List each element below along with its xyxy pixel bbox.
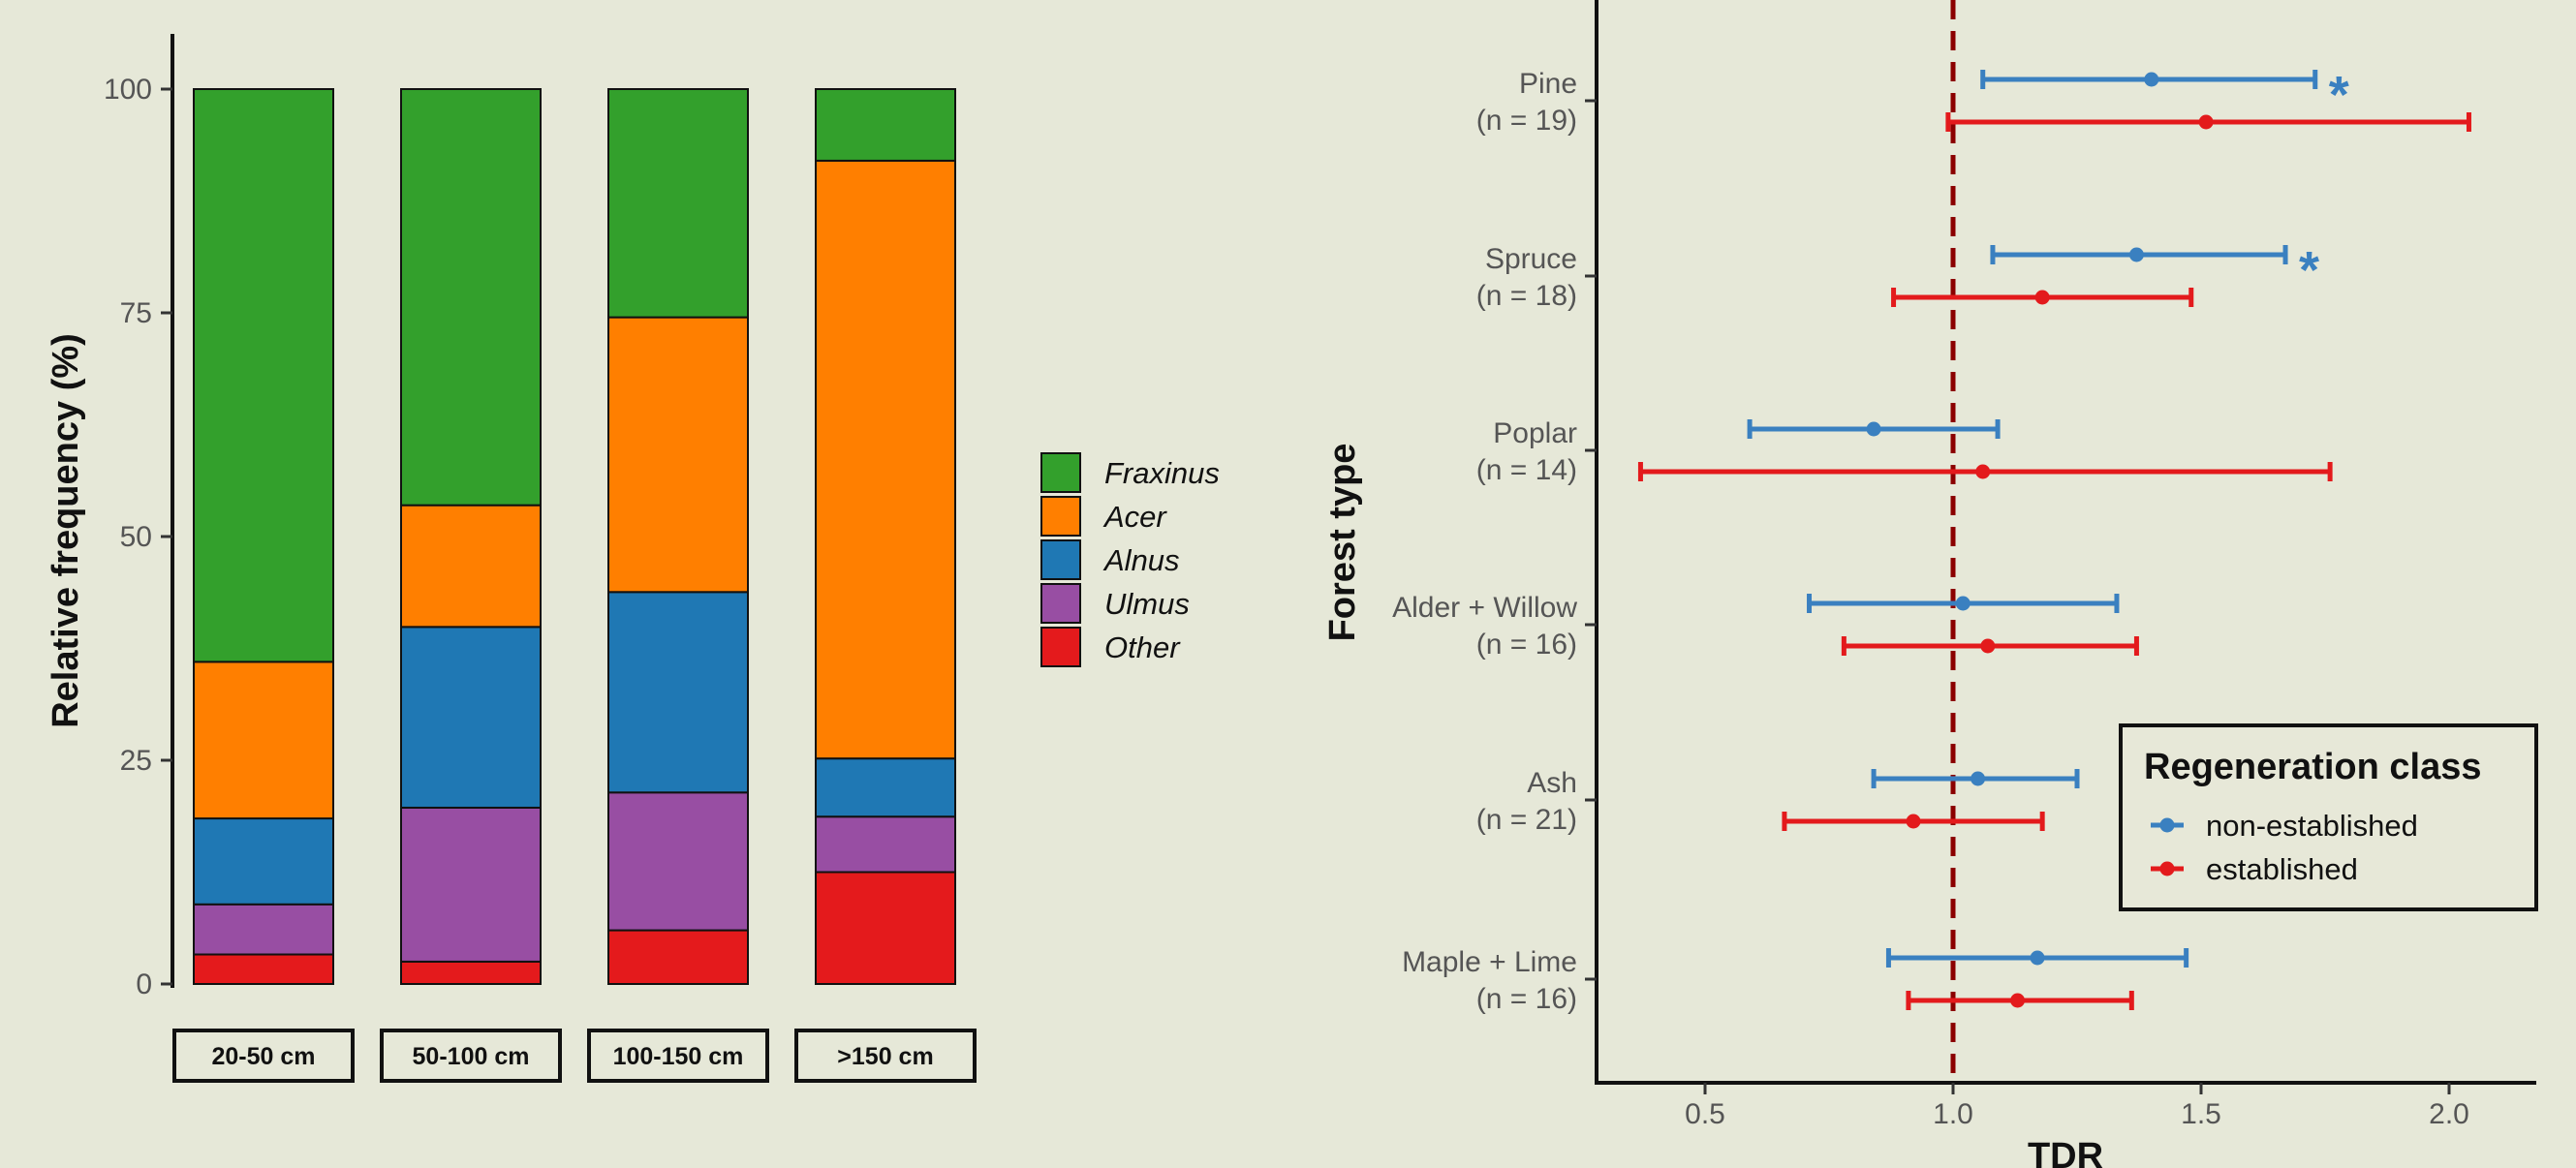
regeneration-legend-box <box>2119 723 2538 911</box>
forest-type-label: Maple + Lime <box>1402 946 1577 978</box>
category-label: 100-150 cm <box>613 1043 744 1070</box>
sample-size-label: (n = 19) <box>1476 105 1577 137</box>
legend-label-ulmus: Ulmus <box>1104 587 1190 621</box>
x-tick-label: 2.0 <box>2429 1098 2469 1130</box>
bar-segment-alnus-3 <box>607 591 749 794</box>
bar-segment-ulmus-4 <box>815 815 956 874</box>
significance-marker: * <box>2329 66 2349 124</box>
bar-segment-alnus-4 <box>815 757 956 818</box>
estimate-point-established-spruce <box>2034 290 2050 305</box>
right-x-axis-title: TDR <box>2028 1136 2103 1168</box>
legend-label-established: established <box>2206 852 2358 886</box>
legend-key-point-non-established <box>2159 817 2175 833</box>
category-label: 20-50 cm <box>211 1043 315 1070</box>
stacked-bars <box>193 88 956 986</box>
bar-segment-other-2 <box>400 960 542 986</box>
sample-size-label: (n = 18) <box>1476 280 1577 312</box>
estimate-point-non-established-poplar <box>1866 421 1881 437</box>
bar-segment-ulmus-2 <box>400 806 542 963</box>
legend-label-fraxinus: Fraxinus <box>1104 456 1220 490</box>
category-label: >150 cm <box>837 1043 933 1070</box>
left-y-ticks: 0 25 50 75 100 <box>104 74 172 1000</box>
bar-segment-alnus-2 <box>400 626 542 809</box>
forest-type-label: Pine <box>1519 68 1577 100</box>
bar-segment-alnus-1 <box>193 817 334 906</box>
forest-type-label: Ash <box>1527 767 1577 799</box>
bar-segment-acer-1 <box>193 661 334 820</box>
genus-legend: Fraxinus Acer Alnus Ulmus Other <box>1040 452 1220 667</box>
legend-key-ulmus <box>1040 583 1081 624</box>
bar-segment-acer-2 <box>400 504 542 629</box>
estimate-point-established-maple-lime <box>2010 993 2026 1008</box>
point-range-panel: Pine (n = 19) Spruce (n = 18) Poplar (n = 14)… <box>1322 0 2538 1168</box>
category-strip-box <box>380 1029 562 1083</box>
left-y-tick-label: 25 <box>120 745 152 777</box>
right-y-axis-title: Forest type <box>1322 444 1363 642</box>
category-strip-box <box>172 1029 355 1083</box>
estimate-point-non-established-pine <box>2144 72 2159 87</box>
legend-key-point-established <box>2159 861 2175 876</box>
bar-segment-ulmus-1 <box>193 903 334 956</box>
legend-label-other: Other <box>1104 630 1181 664</box>
forest-type-label: Alder + Willow <box>1392 592 1577 624</box>
estimate-point-non-established-alder-willow <box>1955 596 1971 611</box>
sample-size-label: (n = 16) <box>1476 629 1577 661</box>
legend-key-other <box>1040 627 1081 667</box>
bar-segment-acer-3 <box>607 316 749 594</box>
point-ranges: ** <box>1637 66 2471 1010</box>
bar-segment-other-3 <box>607 929 749 985</box>
bar-segment-fraxinus-4 <box>815 88 956 162</box>
regeneration-legend-title: Regeneration class <box>2144 747 2481 787</box>
legend-label-alnus: Alnus <box>1102 543 1180 577</box>
stacked-bar-panel: 0 25 50 75 100 20-50 cm 50-100 cm 100-150 cm >1… <box>46 34 1220 1083</box>
bar-segment-acer-4 <box>815 159 956 760</box>
legend-label-non-established: non-established <box>2206 809 2418 843</box>
bar-segment-other-4 <box>815 871 956 985</box>
legend-key-fraxinus <box>1040 452 1081 493</box>
estimate-point-established-poplar <box>1975 464 1991 479</box>
estimate-point-non-established-maple-lime <box>2030 950 2045 966</box>
legend-key-alnus <box>1040 539 1081 580</box>
category-strips: 20-50 cm 50-100 cm 100-150 cm >150 cm <box>172 1029 977 1083</box>
estimate-point-established-alder-willow <box>1980 638 1996 654</box>
legend-key-acer <box>1040 496 1081 537</box>
left-y-axis-title: Relative frequency (%) <box>46 333 86 728</box>
bar-segment-fraxinus-1 <box>193 88 334 663</box>
left-y-tick-label: 50 <box>120 521 152 553</box>
estimate-point-established-pine <box>2198 114 2214 130</box>
category-strip-box <box>794 1029 977 1083</box>
sample-size-label: (n = 21) <box>1476 804 1577 836</box>
sample-size-label: (n = 14) <box>1476 454 1577 486</box>
forest-type-ticks: Pine (n = 19) Spruce (n = 18) Poplar (n = 14)… <box>1392 68 1597 1015</box>
estimate-point-established-ash <box>1906 814 1921 829</box>
legend-label-acer: Acer <box>1102 500 1167 534</box>
sample-size-label: (n = 16) <box>1476 983 1577 1015</box>
category-strip-box <box>587 1029 769 1083</box>
category-label: 50-100 cm <box>413 1043 530 1070</box>
bar-segment-fraxinus-3 <box>607 88 749 319</box>
forest-type-label: Poplar <box>1493 417 1577 449</box>
tdr-ticks: 0.5 1.0 1.5 2.0 <box>1685 1083 2469 1130</box>
left-y-tick-label: 100 <box>104 74 152 106</box>
x-tick-label: 1.5 <box>2181 1098 2221 1130</box>
x-tick-label: 1.0 <box>1933 1098 1973 1130</box>
left-y-tick-label: 75 <box>120 297 152 329</box>
estimate-point-non-established-ash <box>1971 771 1986 786</box>
regeneration-legend: Regeneration class non-established establ… <box>2119 723 2538 911</box>
bar-segment-other-1 <box>193 953 334 985</box>
bar-segment-fraxinus-2 <box>400 88 542 507</box>
x-tick-label: 0.5 <box>1685 1098 1725 1130</box>
left-y-tick-label: 0 <box>136 968 152 1000</box>
estimate-point-non-established-spruce <box>2128 247 2144 262</box>
forest-type-label: Spruce <box>1485 243 1577 275</box>
significance-marker: * <box>2299 241 2319 299</box>
bar-segment-ulmus-3 <box>607 791 749 932</box>
